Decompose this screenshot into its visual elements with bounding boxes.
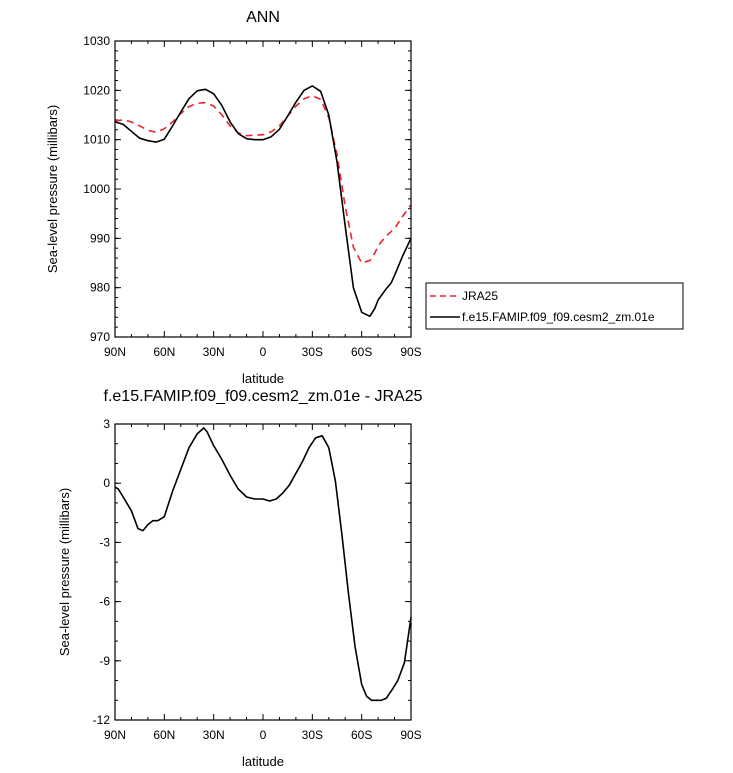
x-tick-label: 30S bbox=[302, 728, 323, 742]
y-tick-label: 1030 bbox=[83, 34, 110, 48]
y-tick-label: 1020 bbox=[83, 83, 110, 97]
x-axis-label: latitude bbox=[242, 371, 284, 386]
top-panel: ANN 90N 60N 30N 0 30S 60S 90S 970 980 990 1000 1010… bbox=[45, 9, 684, 386]
legend-label-jra25: JRA25 bbox=[462, 289, 498, 303]
x-tick-label: 30N bbox=[203, 345, 225, 359]
legend-box bbox=[425, 282, 684, 330]
x-axis-label: latitude bbox=[242, 754, 284, 769]
difference-chart-title: f.e15.FAMIP.f09_f09.cesm2_zm.01e - JRA25 bbox=[104, 388, 423, 405]
x-tick-label: 60N bbox=[153, 345, 175, 359]
y-tick-label: 0 bbox=[103, 476, 110, 490]
bottom-plot-area: 90N 60N 30N 0 30S 60S 90S -12 -9 -6 -3 0 3 bbox=[93, 417, 422, 742]
x-tick-label: 60S bbox=[351, 728, 372, 742]
y-tick-label: 970 bbox=[90, 330, 110, 344]
plot-frame bbox=[114, 423, 412, 721]
x-tick-label: 30N bbox=[203, 728, 225, 742]
plot-frame bbox=[114, 40, 412, 338]
y-axis-label: Sea-level pressure (millibars) bbox=[45, 105, 60, 273]
top-plot-area: 90N 60N 30N 0 30S 60S 90S 970 980 990 1000 1010 1020… bbox=[83, 34, 421, 359]
chart-title: ANN bbox=[246, 9, 280, 26]
x-tick-label: 60N bbox=[153, 728, 175, 742]
legend: JRA25 f.e15.FAMIP.f09_f09.cesm2_zm.01e bbox=[425, 282, 684, 330]
x-tick-label: 0 bbox=[260, 728, 267, 742]
y-tick-label: -3 bbox=[99, 535, 110, 549]
series-line-jra25 bbox=[114, 95, 412, 264]
x-tick-label: 90S bbox=[400, 345, 421, 359]
y-tick-label: 1000 bbox=[83, 182, 110, 196]
y-tick-label: -6 bbox=[99, 595, 110, 609]
y-tick-label: 990 bbox=[90, 231, 110, 245]
series-line-difference bbox=[114, 427, 412, 702]
x-tick-label: 30S bbox=[302, 345, 323, 359]
y-axis-label: Sea-level pressure (millibars) bbox=[57, 488, 72, 656]
y-tick-label: -12 bbox=[93, 713, 111, 727]
y-tick-label: 3 bbox=[103, 417, 110, 431]
x-tick-label: 60S bbox=[351, 345, 372, 359]
bottom-panel: f.e15.FAMIP.f09_f09.cesm2_zm.01e - JRA25… bbox=[57, 388, 423, 769]
y-tick-label: 980 bbox=[90, 281, 110, 295]
x-tick-label: 0 bbox=[260, 345, 267, 359]
x-tick-label: 90N bbox=[104, 728, 126, 742]
legend-label-cesm2: f.e15.FAMIP.f09_f09.cesm2_zm.01e bbox=[462, 310, 655, 324]
y-tick-label: 1010 bbox=[83, 133, 110, 147]
y-tick-label: -9 bbox=[99, 654, 110, 668]
x-tick-label: 90N bbox=[104, 345, 126, 359]
x-tick-label: 90S bbox=[400, 728, 421, 742]
series-line-f-e15-famip-f09-f09-cesm2-zm-01e bbox=[114, 85, 412, 318]
